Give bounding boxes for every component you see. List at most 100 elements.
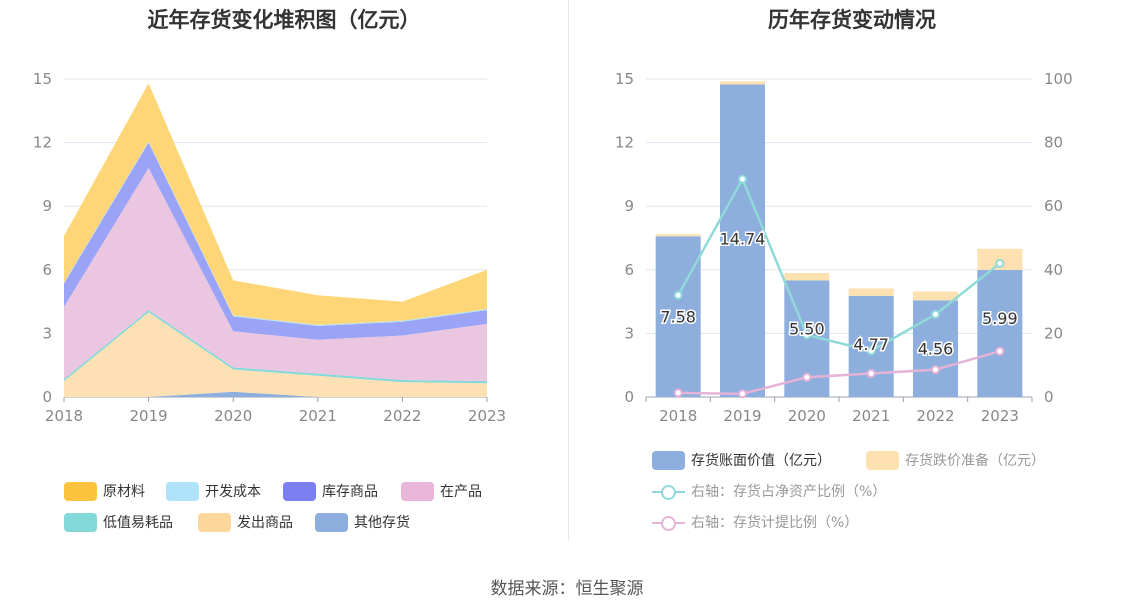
legend-swatch: [64, 481, 97, 501]
area-其他存货: [64, 391, 487, 397]
legend-label: 右轴：存货计提比例（%）: [691, 515, 859, 531]
legend-label: 库存商品: [322, 484, 378, 500]
legend-item[interactable]: 低值易耗品: [64, 512, 173, 532]
x-tick-label: 2020: [214, 407, 252, 425]
line-point: [738, 174, 747, 184]
bar-provision: [784, 272, 830, 281]
legend-label: 存货账面价值（亿元）: [691, 453, 831, 469]
legend-item[interactable]: 库存商品: [283, 481, 378, 501]
y-tick-label: 15: [615, 70, 634, 88]
line-point: [673, 388, 683, 398]
y-tick-label: 9: [42, 197, 52, 215]
legend-swatch: [866, 450, 899, 470]
bar-book-value: [655, 236, 701, 397]
area-在产品: [64, 168, 487, 382]
y-tick-label: 12: [33, 134, 52, 152]
legend-swatch: [401, 481, 434, 501]
x-tick-label: 2021: [852, 407, 890, 425]
stacked-area-chart-panel: 近年存货变化堆积图（亿元） 0 3 6 9 12 15 2018 2019 2020 2021 20…: [0, 0, 568, 540]
legend-swatch: [198, 512, 231, 532]
right-chart-title: 历年存货变动情况: [768, 8, 936, 32]
area-库存商品: [64, 142, 487, 340]
bar-book-value: [719, 84, 766, 398]
line-series-1: [678, 350, 1001, 396]
y2-tick-label: 20: [1044, 324, 1063, 342]
line-series-0: [677, 176, 1001, 353]
bar-data-label: 4.77: [853, 335, 889, 354]
line-point: [673, 290, 683, 300]
legend-item[interactable]: 存货跌价准备（亿元）: [866, 450, 1045, 470]
line-point: [802, 330, 812, 340]
y-tick-label: 3: [42, 324, 52, 342]
area-原材料: [64, 83, 487, 325]
legend-item[interactable]: 其他存货: [315, 512, 410, 532]
bar-data-label: 4.56: [918, 339, 954, 358]
y-tick-label: 6: [42, 261, 52, 279]
legend-swatch: [64, 512, 97, 532]
bar-data-label: 7.58: [660, 307, 696, 326]
y-tick-label: 15: [33, 70, 52, 88]
legend-label: 右轴：存货占净资产比例（%）: [691, 484, 887, 500]
x-tick-label: 2022: [916, 407, 954, 425]
x-tick-label: 2021: [299, 407, 337, 425]
x-tick-label: 2020: [788, 407, 826, 425]
x-tick-label: 2023: [468, 407, 506, 425]
legend-line-swatch: [652, 482, 685, 501]
legend-label: 低值易耗品: [103, 515, 173, 531]
panel-divider: [568, 0, 569, 540]
x-tick-label: 2023: [981, 407, 1019, 425]
left-chart-title: 近年存货变化堆积图（亿元）: [147, 8, 421, 32]
left-legend: 原材料 开发成本 库存商品 在产品低值易耗品 发出商品 其他存货: [0, 0, 568, 540]
bar-data-label: 5.50: [789, 319, 825, 338]
line-point: [995, 258, 1005, 268]
bar-book-value: [977, 270, 1023, 397]
line-point: [866, 346, 876, 356]
line-point: [866, 368, 876, 378]
y2-tick-label: 40: [1044, 261, 1063, 279]
data-source: 数据来源：恒生聚源: [490, 579, 644, 599]
y-tick-label: 0: [42, 388, 52, 406]
legend-swatch: [166, 481, 199, 501]
legend-item[interactable]: 右轴：存货占净资产比例（%）: [652, 481, 886, 501]
legend-label: 存货跌价准备（亿元）: [905, 453, 1045, 469]
y-tick-label: 6: [624, 261, 634, 279]
legend-swatch: [283, 481, 316, 501]
line-point: [802, 372, 812, 382]
bar-line-chart-panel: 历年存货变动情况 0 3 6 9 12 15 0 20 40 60 80 100 2018 2019 202…: [570, 0, 1134, 540]
legend-line-swatch: [652, 513, 685, 532]
legend-label: 在产品: [440, 484, 482, 500]
x-tick-label: 2019: [723, 407, 761, 425]
y2-tick-label: 80: [1044, 134, 1063, 152]
line-point: [931, 365, 940, 375]
bar-provision: [719, 81, 766, 85]
inventory-bar-line-chart: 0 3 6 9 12 15 0 20 40 60 80 100 2018 2019 2020 2021 2022…: [615, 70, 1073, 425]
legend-label: 开发成本: [205, 484, 261, 500]
y-tick-label: 9: [624, 197, 634, 215]
y-tick-label: 12: [615, 134, 634, 152]
line-point: [995, 346, 1005, 356]
x-tick-label: 2022: [383, 407, 421, 425]
y2-tick-label: 100: [1044, 70, 1073, 88]
legend-label: 原材料: [103, 484, 145, 500]
y2-tick-label: 0: [1044, 388, 1054, 406]
x-tick-label: 2018: [659, 407, 697, 425]
bar-data-label: 5.99: [982, 309, 1018, 328]
bar-data-label: 14.74: [720, 230, 766, 249]
bar-provision: [848, 288, 894, 296]
right-legend: 存货账面价值（亿元） 存货跌价准备（亿元） 右轴：存货占净资产比例（%） 右轴：存货计…: [570, 0, 1134, 540]
legend-item[interactable]: 开发成本: [166, 481, 261, 501]
bar-provision: [655, 234, 701, 237]
legend-swatch: [315, 512, 348, 532]
line-point: [931, 309, 940, 319]
x-tick-label: 2018: [45, 407, 83, 425]
legend-item[interactable]: 存货账面价值（亿元）: [652, 450, 831, 470]
legend-item[interactable]: 右轴：存货计提比例（%）: [652, 512, 858, 532]
area-发出商品: [64, 312, 487, 397]
stacked-area-chart: 0 3 6 9 12 15 2018 2019 2020 2021 2022 2023: [33, 70, 506, 425]
legend-item[interactable]: 原材料: [64, 481, 145, 501]
legend-swatch: [652, 450, 685, 470]
line-point: [738, 389, 747, 399]
legend-item[interactable]: 在产品: [401, 481, 482, 501]
legend-label: 其他存货: [354, 515, 410, 531]
legend-item[interactable]: 发出商品: [198, 512, 293, 532]
